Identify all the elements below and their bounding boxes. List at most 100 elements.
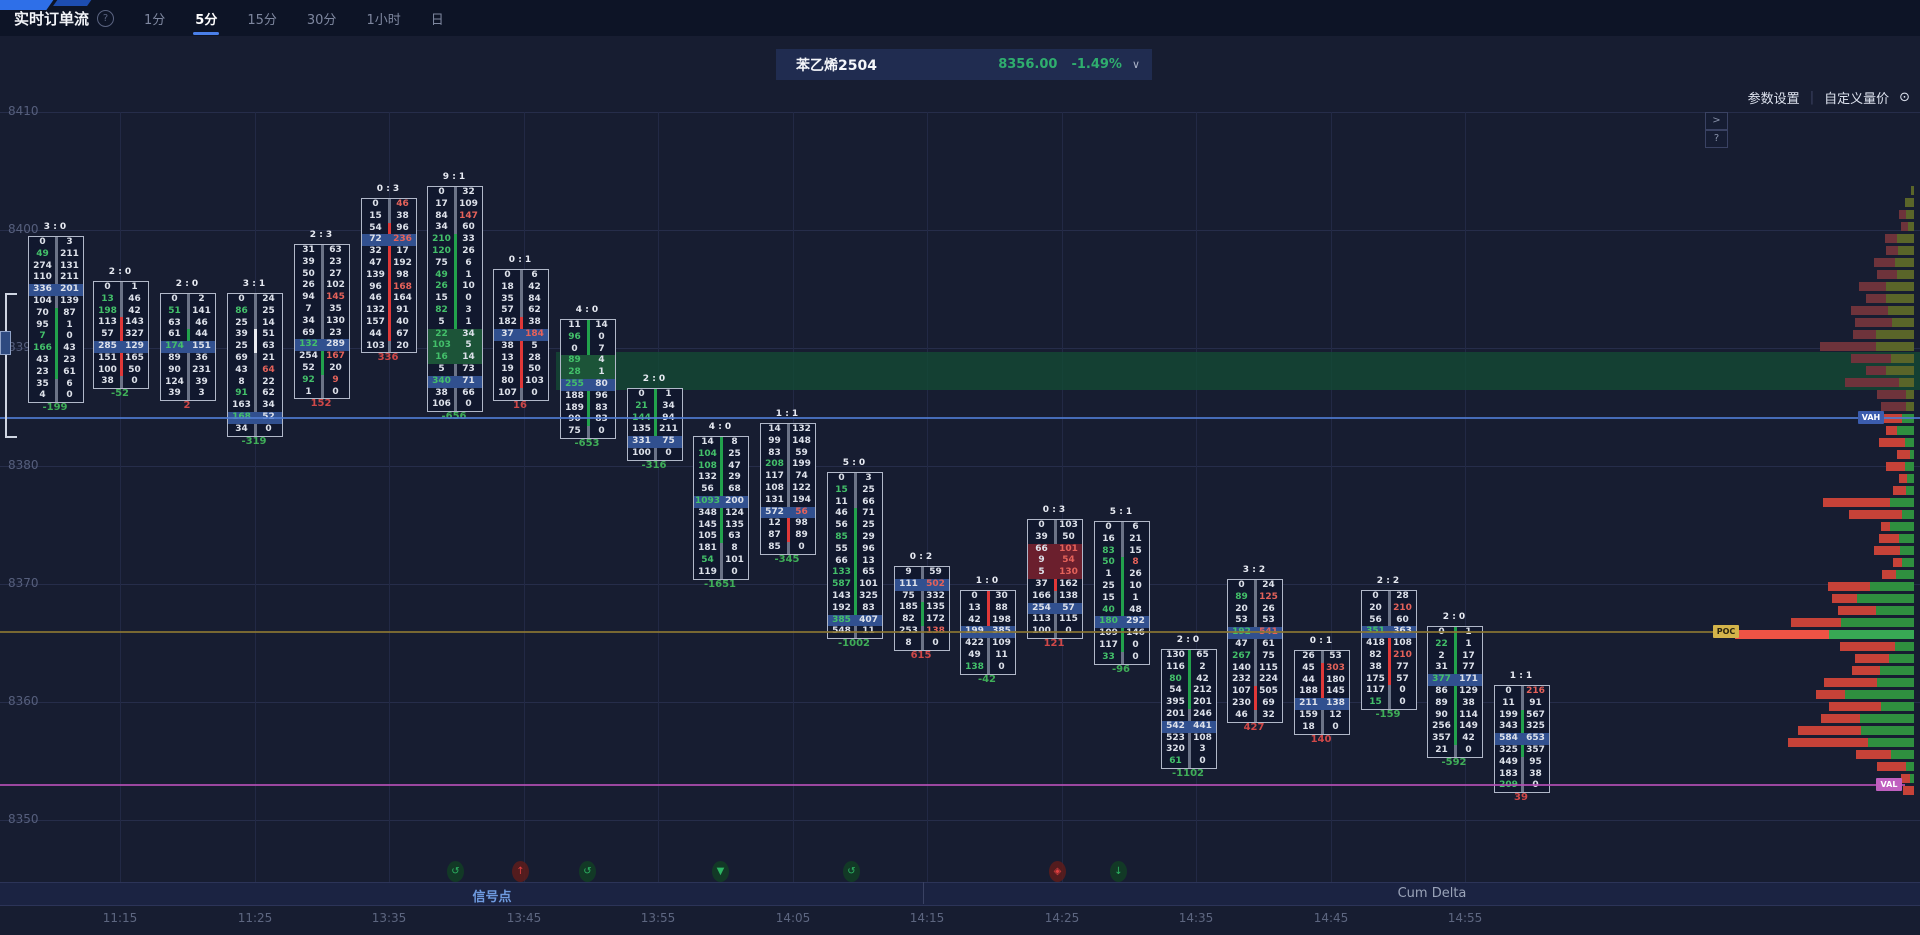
ask-cell: 83 bbox=[595, 402, 608, 413]
footprint-column[interactable]: 2 : 202820210566035136341810882210387717… bbox=[1361, 576, 1417, 724]
bid-cell: 104 bbox=[33, 295, 52, 306]
lane-divider bbox=[923, 882, 924, 904]
collapse-panel-button[interactable]: > bbox=[1705, 112, 1728, 130]
tab-30分[interactable]: 30分 bbox=[306, 12, 337, 28]
footprint-column[interactable]: 3 : 202489125202653531925414761267751401… bbox=[1227, 565, 1283, 737]
time-gridline bbox=[1331, 112, 1332, 882]
footprint-column[interactable]: 0 : 1 0 6 18 42 35 84 57 62 182 38 37 184 38 5 13 28 19 50… bbox=[493, 255, 549, 415]
footprint-row: 395 201 bbox=[1162, 697, 1216, 709]
bid-cell: 69 bbox=[235, 352, 248, 363]
price-gridline bbox=[0, 820, 1920, 821]
footprint-column[interactable]: 5 : 0 0 3 15 25 11 66 46 71 56 25 85 29 55 96 66 13 133 65… bbox=[827, 458, 883, 653]
ask-cell: 327 bbox=[125, 329, 144, 340]
tab-1小时[interactable]: 1小时 bbox=[366, 12, 401, 28]
footprint-row: 11 91 bbox=[1495, 698, 1549, 710]
footprint-column[interactable]: 2 : 0 130 65 116 2 80 42 54 212 395 201 201 246 542 44… bbox=[1161, 635, 1217, 783]
profile-buy-bar bbox=[1900, 546, 1914, 555]
ask-cell: 75 bbox=[1262, 650, 1275, 661]
bid-cell: 52 bbox=[302, 362, 315, 373]
signal-icon[interactable]: ↓ bbox=[1110, 861, 1127, 882]
bid-cell: 0 bbox=[372, 199, 379, 209]
footprint-column[interactable]: 1 : 1 14 132 99 148 83 59 208 199 117 74 108 122 131 1… bbox=[760, 409, 816, 569]
footprint-row: 104 25 bbox=[694, 449, 748, 461]
footprint-column[interactable]: 2 : 0 0 1 13 46 198 42 113 143 57 327 285 129 151 165 1… bbox=[93, 267, 149, 403]
bid-cell: 256 bbox=[1432, 721, 1451, 732]
footprint-row: 85 0 bbox=[761, 542, 815, 554]
ask-cell: 11 bbox=[995, 649, 1008, 660]
settings-button[interactable]: 参数设置 bbox=[1747, 92, 1800, 107]
ask-cell: 0 bbox=[332, 386, 339, 397]
footprint-column[interactable]: 0 : 295911150275332185135821722531388061… bbox=[894, 552, 950, 665]
footprint-row: 34 130 bbox=[295, 316, 349, 328]
profile-buy-bar bbox=[1910, 450, 1914, 459]
column-box: 0122121731773771718612989389011425614935… bbox=[1427, 626, 1483, 758]
bid-cell: 32 bbox=[369, 246, 382, 257]
signal-icon[interactable]: ↺ bbox=[579, 861, 596, 882]
bid-cell: 39 bbox=[235, 329, 248, 340]
footprint-row: 34 0 bbox=[228, 424, 282, 436]
ask-cell: 101 bbox=[1059, 543, 1078, 554]
column-box: 0 46 15 38 54 96 72 236 32 17 47 192 139 98 96 168 46 164… bbox=[361, 198, 417, 354]
tab-1分[interactable]: 1分 bbox=[144, 12, 166, 28]
footprint-row: 49 211 bbox=[29, 249, 83, 261]
column-box: 0 3 15 25 11 66 46 71 56 25 85 29 55 96 66 13 133 65 587 10… bbox=[827, 472, 883, 640]
signal-icon[interactable]: ◈ bbox=[1049, 861, 1066, 882]
footprint-column[interactable]: 2 : 0 0 2 51 141 63 46 61 44 174 151 89 36 90 231 124 39… bbox=[160, 279, 216, 415]
footprint-column[interactable]: 1 : 1 0 216 11 91 199 567 343 325 584 653 325 357 449… bbox=[1494, 671, 1550, 807]
footprint-column[interactable]: 0 : 3 0 103 39 50 66 101 9 54 5 130 37 162 166 138 254 5… bbox=[1027, 505, 1083, 653]
profile-buy-bar bbox=[1897, 270, 1914, 279]
footprint-column[interactable]: 3 : 1 0 24 86 25 25 14 39 51 25 63 69 21 43 64 8 22 91 62 1… bbox=[227, 279, 283, 451]
ask-cell: 67 bbox=[396, 328, 409, 339]
instrument-selector[interactable]: 苯乙烯2504 8356.00 -1.49% ∨ bbox=[776, 49, 1152, 80]
ask-cell: 52 bbox=[255, 412, 282, 424]
footprint-column[interactable]: 9 : 1 0 32 17 109 84 147 34 60 210 33 120 26 75 6 49 1 26… bbox=[427, 172, 483, 426]
panel-help-button[interactable]: ? bbox=[1705, 130, 1728, 148]
footprint-column[interactable]: 2 : 001221217317737717186129893890114256… bbox=[1427, 612, 1483, 772]
help-icon[interactable]: ? bbox=[97, 9, 115, 27]
profile-sell-bar bbox=[1855, 318, 1892, 327]
ask-cell: 407 bbox=[859, 614, 878, 625]
ask-cell: 139 bbox=[60, 295, 79, 306]
footprint-column[interactable]: 0 : 3 0 46 15 38 54 96 72 236 32 17 47 192 139 98 96 168… bbox=[361, 184, 417, 367]
signal-icon[interactable]: ▼ bbox=[712, 861, 729, 882]
ask-cell: 0 bbox=[66, 390, 73, 401]
target-icon[interactable]: ⊙ bbox=[1899, 90, 1910, 105]
footprint-row: 69 21 bbox=[228, 353, 282, 365]
footprint-column[interactable]: 4 : 0 14 8 104 25 108 47 132 29 56 68 1093 200 348 124… bbox=[693, 422, 749, 594]
bid-cell: 63 bbox=[168, 317, 181, 328]
profile-sell-bar bbox=[1821, 714, 1860, 723]
footprint-column[interactable]: 5 : 1 0 6 16 21 83 15 50 8 1 26 25 10 15 1 40 48 180 292 10… bbox=[1094, 507, 1150, 679]
footprint-column[interactable]: 3 : 0 0 3 49 211 274 131 110 211 336 201 104 139 70 87… bbox=[28, 222, 84, 417]
bid-cell: 92 bbox=[302, 374, 315, 385]
bid-cell: 151 bbox=[98, 352, 117, 363]
column-delta-label: -316 bbox=[641, 459, 667, 471]
time-gridline bbox=[1465, 112, 1466, 882]
footprint-row: 0 24 bbox=[228, 294, 282, 306]
ask-cell: 61 bbox=[63, 366, 76, 377]
ask-cell: 211 bbox=[60, 248, 79, 259]
tab-日[interactable]: 日 bbox=[430, 12, 444, 28]
ask-cell: 8 bbox=[731, 543, 738, 554]
bid-cell: 422 bbox=[965, 638, 984, 649]
bid-cell: 28 bbox=[568, 367, 581, 378]
bid-cell: 11 bbox=[1502, 697, 1515, 708]
signal-icon[interactable]: ↺ bbox=[843, 861, 860, 882]
toolbar-divider: | bbox=[1809, 90, 1815, 105]
tab-15分[interactable]: 15分 bbox=[247, 12, 277, 28]
signal-icon[interactable]: ↑ bbox=[512, 861, 529, 882]
bid-cell: 82 bbox=[902, 614, 915, 625]
tab-5分[interactable]: 5分 bbox=[193, 1, 220, 36]
footprint-row: 188 96 bbox=[561, 391, 615, 403]
ask-cell: 0 bbox=[1399, 685, 1406, 696]
footprint-column[interactable]: 2 : 001213414494135211331751000-316 bbox=[627, 374, 683, 475]
bid-cell: 85 bbox=[835, 531, 848, 542]
footprint-column[interactable]: 0 : 1 26 53 45 303 44 180 188 145 211 138 159 12 18 0 1… bbox=[1294, 636, 1350, 749]
footprint-column[interactable]: 4 : 0 11 14 96 0 0 7 89 4 28 1 255 80 188 96 189 83 90 83 7… bbox=[560, 305, 616, 453]
footprint-column[interactable]: 2 : 3 31 63 39 23 50 27 26 102 94 145 7 35 34 130 69 23 1… bbox=[294, 230, 350, 413]
signal-icon[interactable]: ↺ bbox=[447, 861, 464, 882]
custom-volume-price-button[interactable]: 自定义量价 bbox=[1824, 92, 1890, 107]
bid-cell: 201 bbox=[1166, 708, 1185, 719]
ask-cell: 3 bbox=[66, 237, 73, 247]
profile-buy-bar bbox=[1876, 606, 1914, 615]
